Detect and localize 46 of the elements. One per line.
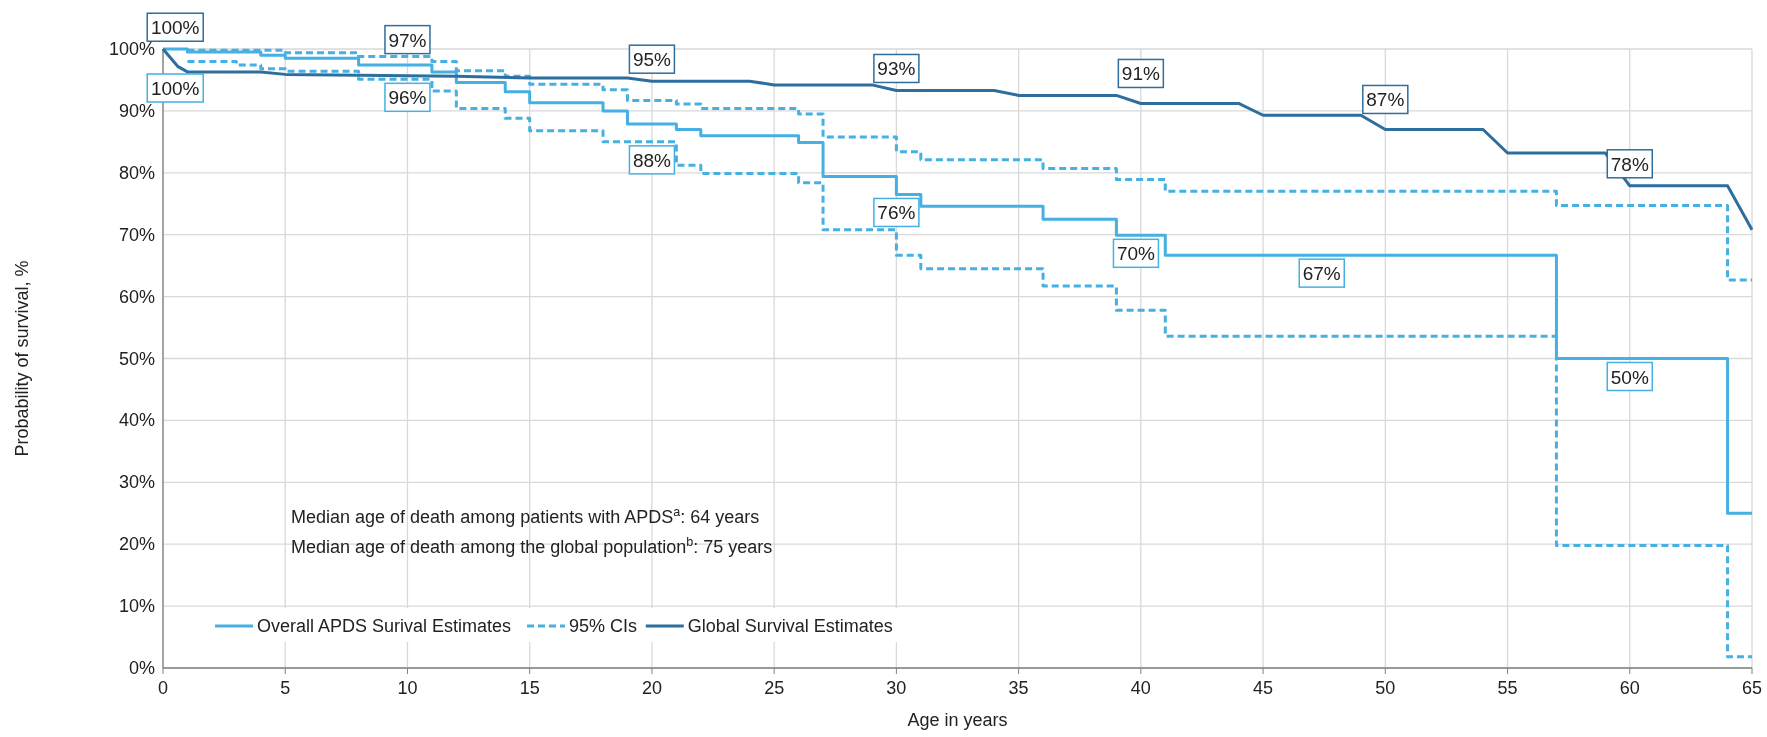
x-tick-label: 25 — [764, 678, 785, 698]
y-tick-label: 30% — [118, 472, 155, 493]
annotation: 100% — [150, 17, 200, 39]
x-tick-label: 0 — [157, 678, 169, 698]
annotation: 78% — [1610, 153, 1649, 175]
x-tick-label: 55 — [1497, 678, 1518, 698]
x-tick-label: 20 — [641, 678, 662, 698]
x-tick-label: 10 — [397, 678, 418, 698]
annotation: 70% — [1116, 243, 1156, 265]
annotation: 97% — [388, 29, 427, 51]
annotation: 87% — [1366, 89, 1405, 111]
x-axis-title: Age in years — [907, 710, 1008, 730]
annotation: 93% — [877, 58, 916, 80]
x-tick-label: 30 — [886, 678, 907, 698]
annotation: 76% — [877, 202, 916, 224]
y-tick-label: 80% — [118, 162, 155, 183]
annotation: Median age of death among the global population$^{b}$: 75 years — [291, 535, 773, 557]
x-tick-label: 15 — [519, 678, 540, 698]
y-tick-label: 70% — [118, 224, 155, 245]
y-tick-label: 0% — [128, 658, 155, 678]
x-tick-label: 40 — [1130, 678, 1151, 698]
annotation: 88% — [632, 149, 672, 171]
legend-label: Overall APDS Surival Estimates — [257, 616, 512, 636]
annotation: 50% — [1610, 366, 1649, 388]
x-tick-label: 45 — [1253, 678, 1274, 698]
y-tick-label: 20% — [118, 534, 155, 555]
annotation: 95% — [632, 49, 672, 71]
y-tick-label: 90% — [118, 100, 155, 121]
x-tick-label: 35 — [1008, 678, 1029, 698]
x-tick-label: 50 — [1375, 678, 1396, 698]
y-tick-label: 50% — [118, 348, 155, 369]
annotation: 67% — [1302, 263, 1341, 285]
y-tick-label: 60% — [118, 286, 155, 307]
annotation: Median age of death among patients with APDS$^{a}$: 64 years — [291, 505, 760, 527]
legend-label: 95% CIs — [569, 616, 638, 636]
y-tick-label: 10% — [118, 596, 155, 617]
annotation: 91% — [1121, 63, 1160, 85]
y-tick-label: 40% — [118, 410, 155, 431]
y-axis-title: Probability of survival, % — [12, 260, 32, 457]
x-tick-label: 65 — [1741, 678, 1763, 698]
x-tick-label: 5 — [280, 678, 291, 698]
annotation: 100% — [150, 78, 200, 99]
annotation: 96% — [388, 87, 427, 109]
y-tick-label: 100% — [108, 39, 155, 59]
x-tick-label: 60 — [1619, 678, 1640, 698]
legend-label: Global Survival Estimates — [687, 616, 893, 636]
